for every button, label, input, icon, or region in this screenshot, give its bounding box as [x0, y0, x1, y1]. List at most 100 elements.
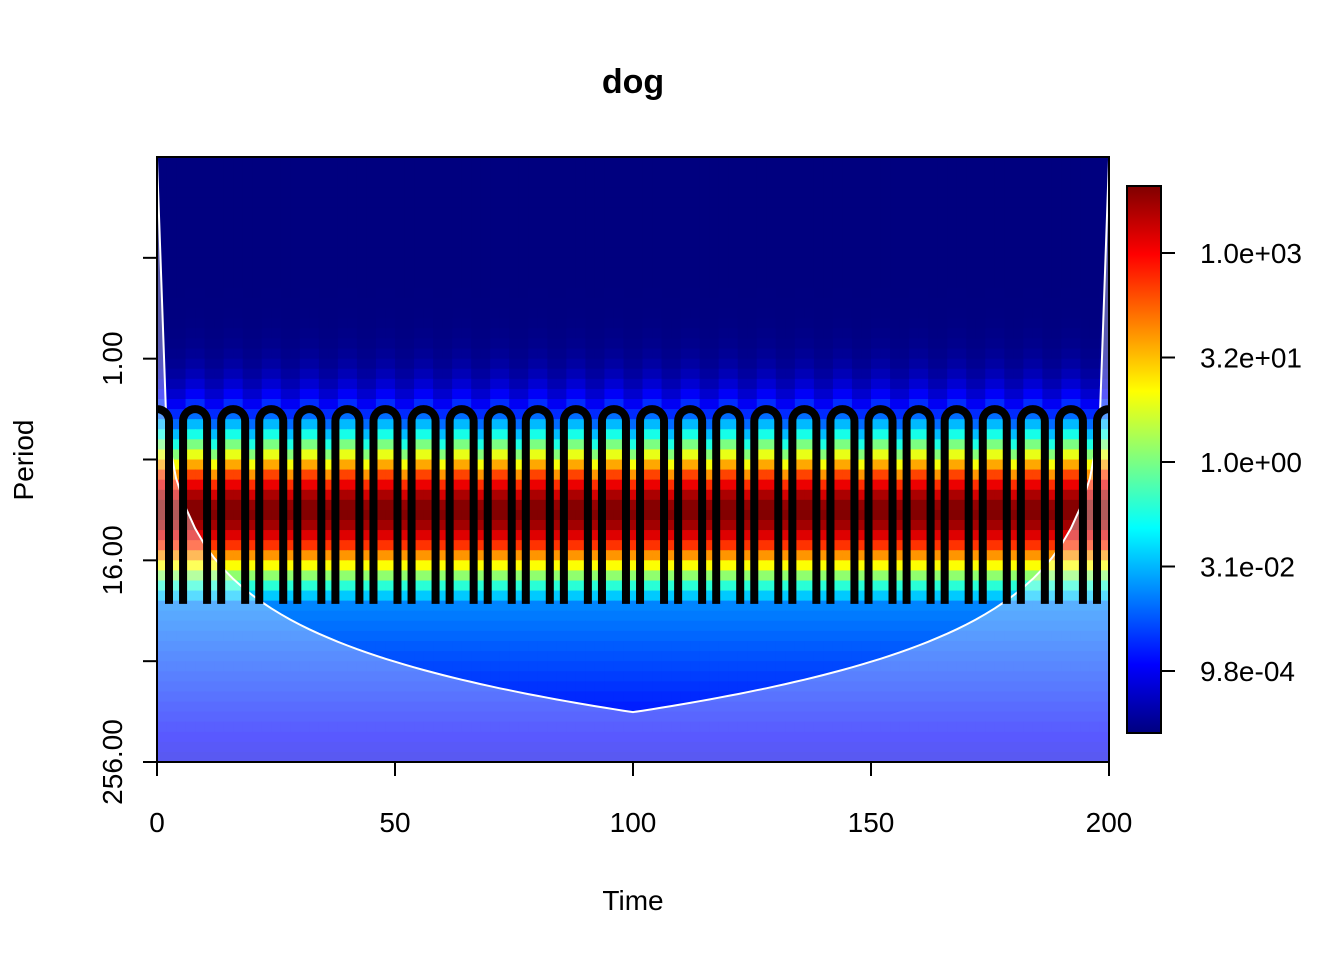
heatmap-cell: [166, 308, 177, 319]
heatmap-cell: [157, 580, 168, 592]
heatmap-cell: [480, 217, 491, 229]
heatmap-cell: [328, 620, 339, 632]
heatmap-cell: [966, 641, 977, 652]
heatmap-cell: [309, 630, 320, 642]
heatmap-cell: [1042, 167, 1053, 178]
heatmap-cell: [994, 298, 1005, 309]
heatmap-cell: [633, 187, 644, 198]
heatmap-cell: [1042, 207, 1053, 219]
heatmap-cell: [414, 540, 425, 551]
heatmap-cell: [756, 419, 767, 430]
heatmap-cell: [585, 358, 596, 370]
heatmap-cell: [509, 167, 520, 178]
heatmap-cell: [309, 157, 320, 168]
heatmap-cell: [461, 338, 472, 350]
heatmap-cell: [575, 489, 586, 501]
heatmap-cell: [442, 368, 453, 380]
heatmap-cell: [223, 429, 234, 440]
heatmap-cell: [728, 358, 739, 370]
heatmap-cell: [566, 520, 577, 531]
heatmap-cell: [1032, 530, 1043, 541]
heatmap-cell: [623, 328, 634, 340]
heatmap-cell: [699, 651, 710, 662]
heatmap-cell: [851, 318, 863, 330]
heatmap-cell: [337, 157, 348, 168]
heatmap-cell: [271, 550, 282, 561]
heatmap-cell: [242, 399, 253, 410]
heatmap-cell: [985, 338, 996, 350]
heatmap-cell: [813, 328, 824, 340]
heatmap-cell: [1013, 227, 1024, 239]
heatmap-cell: [718, 509, 729, 521]
heatmap-cell: [195, 227, 206, 239]
heatmap-cell: [937, 197, 948, 209]
heatmap-cell: [537, 509, 548, 521]
heatmap-cell: [1004, 177, 1015, 188]
heatmap-cell: [537, 278, 548, 289]
heatmap-cell: [661, 318, 672, 330]
heatmap-cell: [899, 348, 910, 360]
heatmap-cell: [271, 368, 282, 380]
heatmap-cell: [1099, 600, 1109, 612]
heatmap-cell: [1013, 267, 1024, 279]
heatmap-cell: [185, 388, 196, 400]
heatmap-cell: [804, 378, 815, 390]
heatmap-cell: [195, 520, 206, 531]
heatmap-cell: [423, 338, 434, 350]
heatmap-cell: [480, 338, 491, 350]
heatmap-cell: [947, 520, 958, 531]
heatmap-cell: [718, 227, 729, 239]
heatmap-cell: [547, 378, 558, 390]
heatmap-cell: [1099, 368, 1109, 380]
heatmap-cell: [280, 257, 291, 269]
heatmap-cell: [747, 610, 758, 622]
heatmap-cell: [680, 489, 691, 501]
heatmap-cell: [404, 257, 415, 269]
heatmap-cell: [223, 530, 234, 541]
heatmap-cell: [528, 439, 539, 451]
heatmap-cell: [823, 167, 834, 178]
heatmap-cell: [414, 620, 425, 632]
heatmap-cell: [214, 197, 225, 209]
heatmap-cell: [176, 308, 187, 319]
heatmap-cell: [652, 358, 663, 370]
heatmap-cell: [537, 247, 548, 259]
heatmap-cell: [337, 499, 348, 511]
heatmap-cell: [366, 247, 377, 259]
heatmap-cell: [271, 237, 282, 249]
heatmap-cell: [909, 167, 920, 178]
heatmap-cell: [823, 338, 834, 350]
heatmap-cell: [966, 227, 977, 239]
heatmap-cell: [918, 560, 929, 572]
heatmap-cell: [775, 318, 786, 330]
heatmap-cell: [433, 207, 444, 219]
heatmap-cell: [442, 610, 453, 622]
heatmap-cell: [652, 600, 663, 612]
heatmap-cell: [966, 600, 977, 612]
heatmap-cell: [623, 600, 634, 612]
heatmap-cell: [433, 197, 444, 209]
heatmap-cell: [423, 459, 434, 471]
heatmap-cell: [928, 227, 939, 239]
heatmap-cell: [709, 207, 720, 219]
heatmap-cell: [337, 388, 348, 400]
heatmap-cell: [185, 328, 196, 340]
heatmap-cell: [633, 157, 644, 168]
heatmap-cell: [918, 459, 929, 471]
heatmap-cell: [909, 217, 920, 229]
heatmap-cell: [414, 419, 425, 430]
heatmap-cell: [766, 177, 777, 188]
heatmap-cell: [775, 217, 786, 229]
heatmap-cell: [337, 429, 348, 440]
heatmap-cell: [299, 630, 310, 642]
heatmap-cell: [975, 247, 986, 259]
heatmap-cell: [690, 540, 701, 551]
heatmap-cell: [1051, 368, 1062, 380]
heatmap-cell: [337, 348, 348, 360]
heatmap-cell: [195, 610, 206, 622]
heatmap-cell: [309, 610, 320, 622]
heatmap-cell: [528, 580, 539, 592]
heatmap-cell: [299, 540, 310, 551]
heatmap-cell: [918, 187, 929, 198]
heatmap-cell: [176, 610, 187, 622]
